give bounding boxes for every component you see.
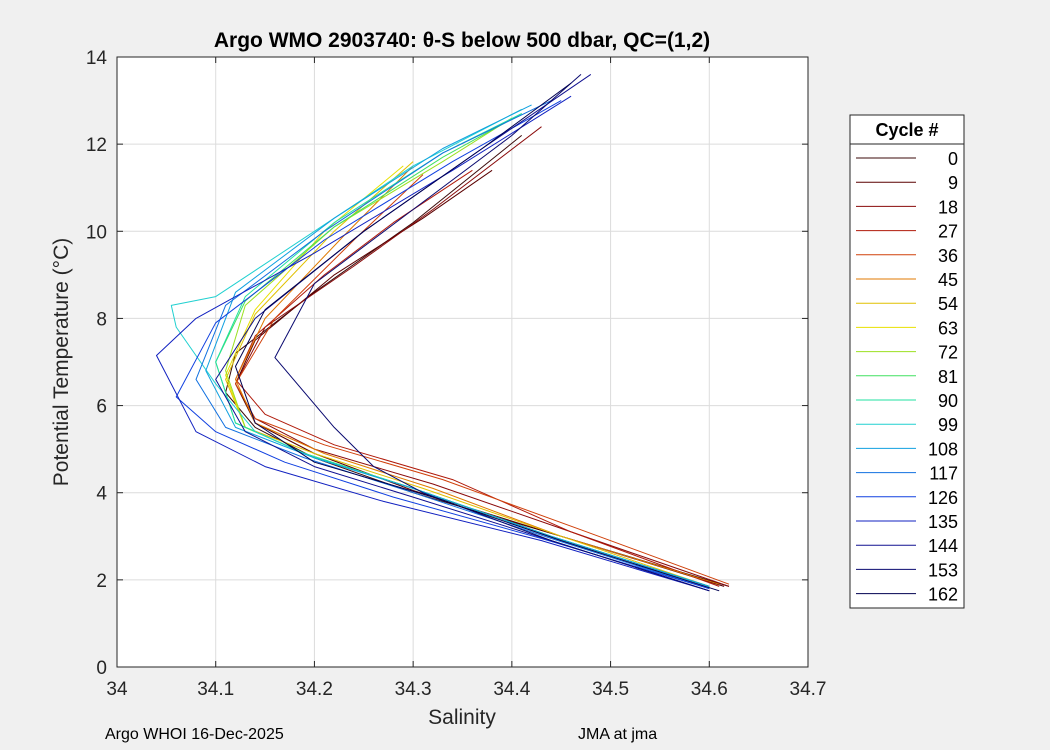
x-tick-label: 34.4 — [493, 679, 530, 700]
legend-entry-label: 135 — [928, 512, 958, 532]
series-line-cycle-153 — [274, 74, 710, 592]
chart-title: Argo WMO 2903740: θ-S below 500 dbar, QC… — [214, 29, 710, 52]
data-series — [156, 73, 730, 592]
x-tick-label: 34.2 — [296, 679, 333, 700]
series-line-cycle-126 — [175, 100, 710, 590]
x-tick-label: 34.5 — [592, 679, 629, 700]
y-axis-label: Potential Temperature (°C) — [50, 238, 73, 486]
x-axis-label: Salinity — [428, 706, 496, 729]
y-tick-label: 2 — [96, 571, 107, 592]
series-line-cycle-108 — [205, 104, 710, 587]
y-tick-label: 4 — [96, 484, 107, 505]
y-tick-label: 10 — [86, 222, 107, 243]
legend: Cycle # 0 9 18 27 36 45 54 63 72 81 90 99 108 117 126 1… — [849, 114, 965, 609]
legend-box — [849, 114, 965, 609]
y-tick-label: 8 — [96, 309, 107, 330]
x-tick-label: 34.3 — [395, 679, 432, 700]
legend-entry-label: 9 — [948, 173, 958, 193]
legend-entry-label: 27 — [938, 222, 958, 242]
legend-entry-label: 63 — [938, 318, 958, 338]
plot-area — [117, 57, 808, 667]
legend-entry-label: 117 — [929, 464, 958, 484]
x-tick-label: 34 — [106, 679, 128, 700]
y-tick-label: 14 — [86, 48, 108, 69]
plot-frame — [116, 56, 809, 668]
legend-title: Cycle # — [875, 120, 938, 140]
legend-entry-label: 162 — [928, 585, 958, 605]
legend-entry-label: 144 — [928, 536, 958, 556]
x-axis-ticks: 34 34.1 34.2 34.3 34.4 34.5 34.6 34.7 — [106, 57, 826, 700]
series-line-cycle-162 — [235, 82, 720, 592]
series-line-cycle-36 — [235, 174, 730, 585]
x-tick-label: 34.6 — [691, 679, 728, 700]
legend-entry-label: 0 — [948, 149, 958, 169]
footer-credit: JMA at jma — [578, 726, 658, 743]
x-tick-label: 34.1 — [197, 679, 234, 700]
legend-entry-label: 126 — [928, 488, 958, 508]
series-line-cycle-9 — [235, 169, 725, 587]
y-tick-label: 12 — [86, 135, 107, 156]
legend-entry-label: 153 — [928, 560, 958, 580]
series-line-cycle-27 — [235, 169, 720, 587]
series-line-cycle-117 — [195, 100, 710, 590]
y-tick-label: 0 — [96, 658, 107, 679]
y-tick-label: 6 — [96, 397, 107, 418]
legend-entry-label: 90 — [938, 391, 958, 411]
series-line-cycle-135 — [156, 95, 710, 592]
legend-entry-label: 81 — [938, 367, 958, 387]
legend-entry-label: 18 — [938, 197, 958, 217]
x-tick-label: 34.7 — [790, 679, 827, 700]
legend-entry-label: 99 — [938, 415, 958, 435]
legend-entry-label: 72 — [938, 343, 958, 363]
legend-entry-label: 108 — [928, 439, 958, 459]
y-axis-ticks: 0 2 4 6 8 10 12 14 — [86, 48, 808, 679]
footer-source-date: Argo WHOI 16-Dec-2025 — [105, 726, 284, 743]
legend-entry-label: 45 — [938, 270, 958, 290]
legend-entry-label: 54 — [938, 294, 958, 314]
legend-entry-label: 36 — [938, 246, 958, 266]
legend-entries: 0 9 18 27 36 45 54 63 72 81 90 99 108 117 126 135 144 153… — [856, 149, 958, 605]
